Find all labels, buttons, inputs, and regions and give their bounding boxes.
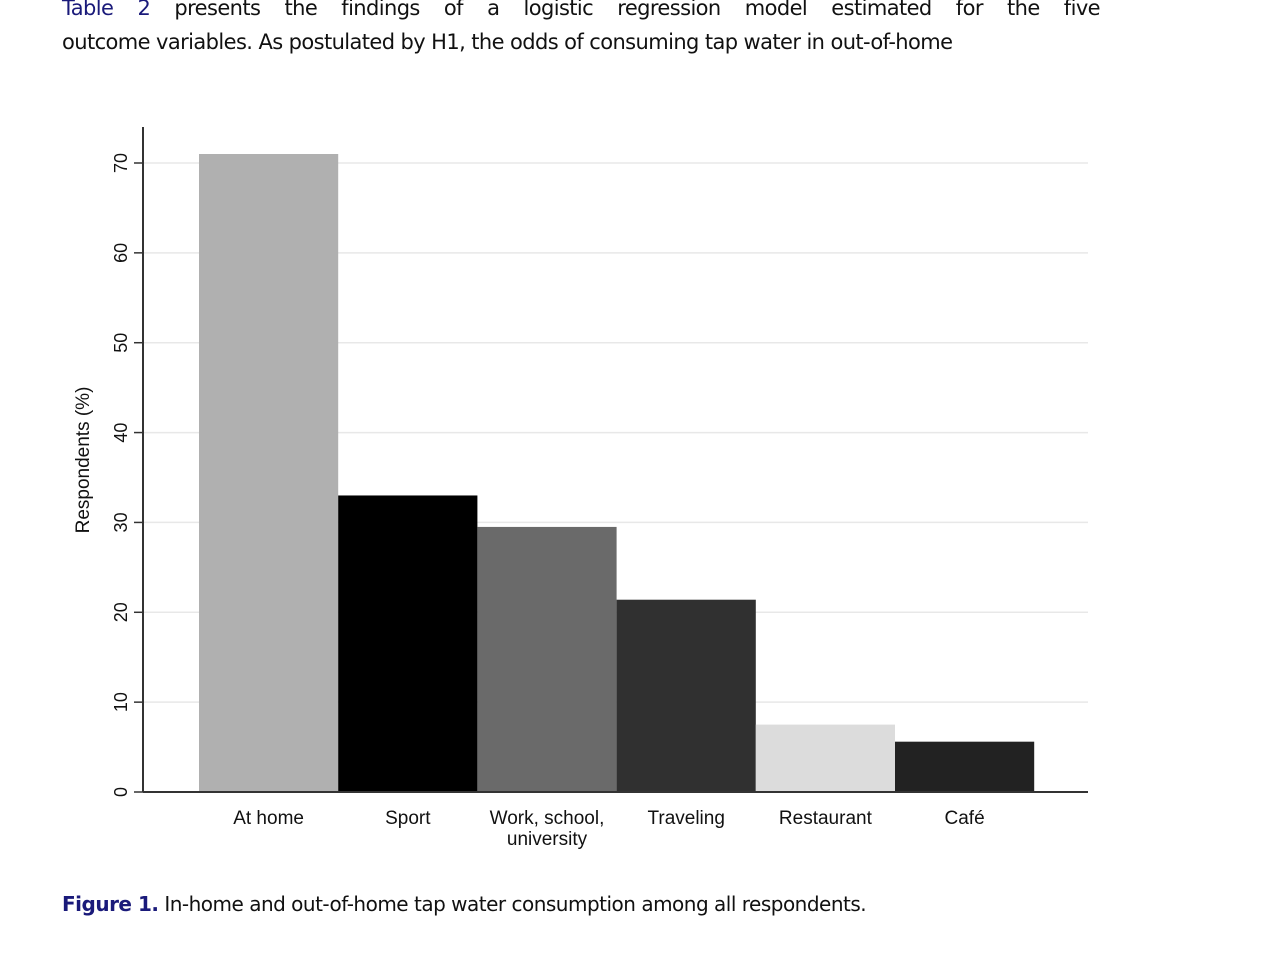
- axes: 0 10 20 30 40 50 60 70 At home Sport Work, school,…: [111, 127, 1088, 850]
- x-tick-label: Sport: [385, 808, 431, 829]
- y-tick-label: 30: [111, 512, 131, 532]
- y-tick-label: 60: [111, 243, 131, 263]
- bar-work-school-university: [477, 526, 617, 792]
- bars: [199, 154, 1035, 792]
- y-tick-label: 70: [111, 153, 131, 173]
- body-text-line-1: Table 2 presents the findings of a logis…: [62, 0, 1101, 25]
- bar-traveling: [616, 599, 756, 792]
- x-tick-label: Restaurant: [779, 808, 873, 829]
- body-text-span: presents the findings of a logistic regr…: [150, 0, 1100, 20]
- x-tick-label: university: [507, 829, 588, 850]
- bar-sport: [338, 495, 478, 792]
- y-tick-label: 40: [111, 423, 131, 443]
- bar-caf-: [895, 741, 1035, 792]
- body-text-line-2: outcome variables. As postulated by H1, …: [62, 30, 953, 54]
- x-tick-label: Work, school,: [490, 808, 605, 829]
- y-tick-label: 10: [111, 692, 131, 712]
- x-tick-label: Traveling: [647, 808, 724, 829]
- bar-restaurant: [755, 724, 895, 792]
- x-tick-label: Café: [945, 808, 985, 829]
- bar-at-home: [199, 154, 339, 792]
- y-tick-label: 20: [111, 602, 131, 622]
- y-tick-label: 0: [111, 787, 131, 797]
- figure-label: Figure 1.: [62, 892, 159, 916]
- table-reference-link[interactable]: Table 2: [62, 0, 151, 20]
- bar-chart: 0 10 20 30 40 50 60 70 At home Sport Work, school,…: [73, 127, 1088, 850]
- y-axis-label: Respondents (%): [73, 387, 94, 534]
- caption-text: In-home and out-of-home tap water consum…: [158, 892, 867, 916]
- figure-caption: Figure 1. In-home and out-of-home tap wa…: [62, 892, 867, 916]
- y-tick-label: 50: [111, 333, 131, 353]
- x-tick-label: At home: [233, 808, 304, 829]
